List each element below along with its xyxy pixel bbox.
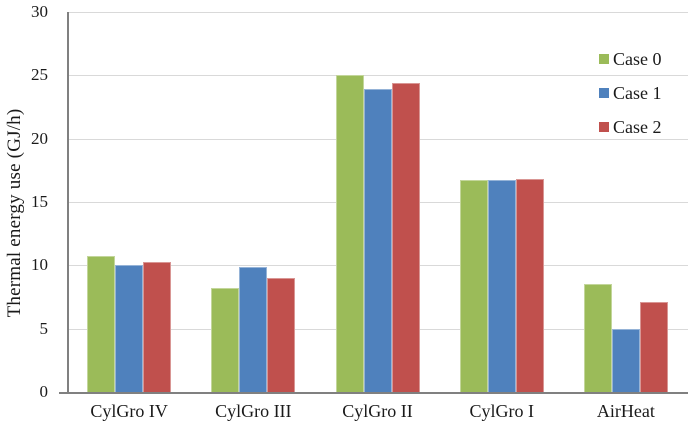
- y-tick-label-25: 25: [31, 65, 48, 85]
- legend-label: Case 2: [613, 116, 662, 137]
- plot-area: [59, 12, 688, 394]
- bar-case-2-cylgro-ii: [391, 82, 420, 392]
- legend-swatch-icon: [599, 54, 609, 64]
- x-label-cylgro-ii: CylGro II: [342, 401, 413, 421]
- y-tick-label-20: 20: [31, 128, 48, 148]
- legend-label: Case 1: [613, 82, 662, 103]
- bar-group-cylgro-iv: [67, 12, 191, 392]
- y-tick-label-30: 30: [31, 2, 48, 21]
- legend-swatch-icon: [599, 88, 609, 98]
- bar-case-0-airheat: [583, 284, 612, 392]
- x-axis-line: [59, 392, 688, 394]
- bar-case-1-airheat: [611, 328, 640, 392]
- bar-case-2-airheat: [639, 302, 668, 392]
- bar-case-2-cylgro-iii: [267, 278, 296, 392]
- y-tick-label-5: 5: [39, 318, 49, 338]
- x-label-cylgro-iv: CylGro IV: [90, 401, 168, 421]
- bar-groups: [67, 12, 688, 392]
- bar-case-1-cylgro-i: [487, 180, 516, 392]
- bar-group-airheat: [564, 12, 688, 392]
- bar-case-1-cylgro-iv: [115, 265, 144, 392]
- legend-swatch-icon: [599, 122, 609, 132]
- y-axis-line: [67, 12, 69, 394]
- y-axis-tick-labels: 0 5 10 15 20 25 30: [0, 0, 50, 434]
- legend-item-case-1: Case 1: [599, 83, 662, 103]
- bar-case-1-cylgro-iii: [239, 266, 268, 392]
- bar-case-0-cylgro-iv: [87, 256, 116, 392]
- bar-case-2-cylgro-i: [515, 179, 544, 392]
- legend-label: Case 0: [613, 48, 662, 69]
- x-axis-category-labels: CylGro IV CylGro III CylGro II CylGro I AirH…: [67, 401, 688, 422]
- bar-group-cylgro-iii: [191, 12, 315, 392]
- bar-case-0-cylgro-i: [459, 180, 488, 392]
- bar-group-cylgro-i: [440, 12, 564, 392]
- x-label-airheat: AirHeat: [596, 401, 655, 421]
- gridline-30: [67, 12, 688, 13]
- gridline-25: [67, 75, 688, 77]
- x-label-cylgro-i: CylGro I: [469, 401, 534, 421]
- y-tick-label-15: 15: [31, 192, 48, 211]
- bar-case-1-cylgro-ii: [363, 89, 392, 392]
- x-label-cylgro-iii: CylGro III: [215, 401, 292, 421]
- legend-item-case-0: Case 0: [599, 49, 662, 69]
- y-tick-label-10: 10: [31, 255, 48, 275]
- legend-item-case-2: Case 2: [599, 117, 662, 137]
- bar-case-2-cylgro-iv: [143, 261, 172, 392]
- bar-group-cylgro-ii: [315, 12, 439, 392]
- legend: Case 0 Case 1 Case 2: [599, 49, 662, 151]
- bar-case-0-cylgro-iii: [211, 288, 240, 392]
- bar-case-0-cylgro-ii: [335, 75, 364, 392]
- y-tick-label-0: 0: [39, 382, 49, 401]
